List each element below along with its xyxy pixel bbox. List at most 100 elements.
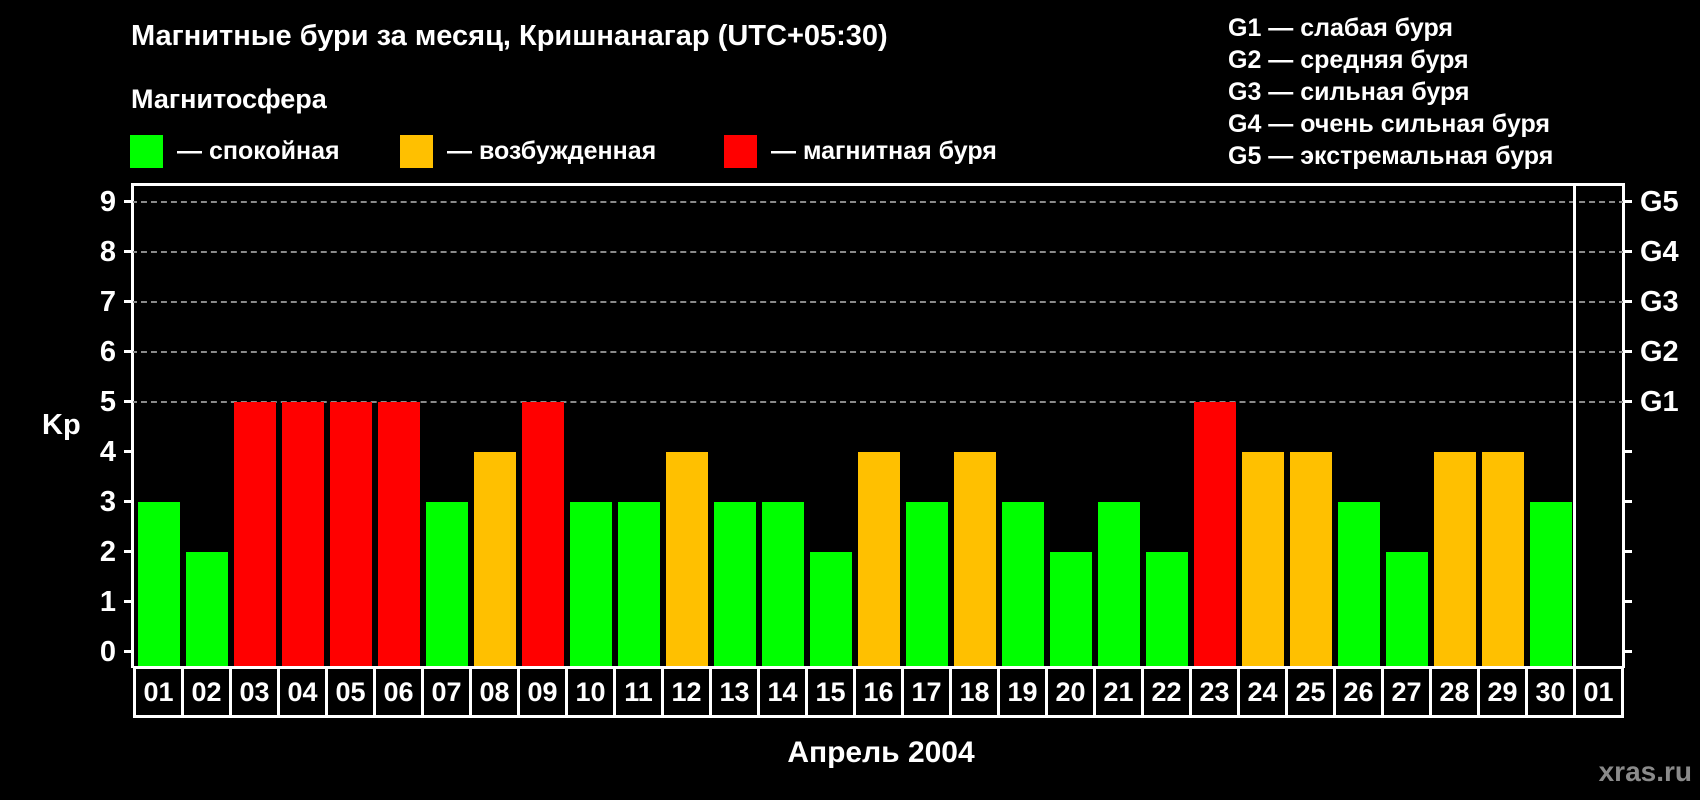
bar-day-03 (234, 401, 276, 668)
y-tick (124, 300, 133, 303)
y-tick-label: 0 (99, 635, 116, 668)
date-label: 18 (952, 669, 1000, 715)
y-tick (124, 550, 133, 553)
x-axis-date-labels: 01 02 03 04 05 06 07 08 09 10 11 12 13 14 15 16 17 18 19 20… (133, 666, 1624, 718)
date-label: 11 (616, 669, 664, 715)
y-tick-label: 3 (99, 485, 116, 518)
y-tick-label: 1 (99, 585, 116, 618)
y-tick-label: 9 (99, 185, 116, 218)
bar-day-23 (1194, 401, 1236, 668)
y-tick-right (1623, 400, 1632, 403)
bar-day-06 (378, 401, 420, 668)
date-label: 06 (376, 669, 424, 715)
legend-label: — магнитная буря (771, 136, 997, 165)
y-tick-label: 8 (99, 235, 116, 268)
date-label: 09 (520, 669, 568, 715)
bar-day-16 (858, 451, 900, 668)
y-tick (124, 600, 133, 603)
y-tick (124, 400, 133, 403)
legend-swatch-green (130, 134, 163, 168)
bar-day-24 (1242, 451, 1284, 668)
next-month-divider (1573, 183, 1576, 668)
bar-day-02 (186, 551, 228, 668)
date-label: 26 (1336, 669, 1384, 715)
date-label: 01 (1576, 669, 1624, 715)
g-level-label: G5 (1640, 185, 1679, 218)
bar-day-11 (618, 501, 660, 668)
date-label: 12 (664, 669, 712, 715)
g-legend-line: G3 — сильная буря (1228, 78, 1470, 106)
date-label: 01 (136, 669, 184, 715)
g-legend-line: G1 — слабая буря (1228, 14, 1454, 42)
y-tick-right (1623, 250, 1632, 253)
bar-day-17 (906, 501, 948, 668)
bar-day-05 (330, 401, 372, 668)
y-tick-right (1623, 300, 1632, 303)
legend-item-storm: — магнитная буря (724, 134, 997, 168)
bar-day-08 (474, 451, 516, 668)
gridline (131, 200, 1625, 203)
date-label: 02 (184, 669, 232, 715)
gridline (131, 350, 1625, 353)
bar-day-21 (1098, 501, 1140, 668)
bar-day-27 (1386, 551, 1428, 668)
date-label: 25 (1288, 669, 1336, 715)
date-label: 07 (424, 669, 472, 715)
legend-swatch-orange (400, 134, 433, 168)
chart-title: Магнитные бури за месяц, Кришнанагар (UT… (131, 20, 888, 52)
legend-item-active: — возбужденная (400, 134, 656, 168)
bar-day-13 (714, 501, 756, 668)
y-tick-right (1623, 550, 1632, 553)
bar-day-18 (954, 451, 996, 668)
y-tick-right (1623, 500, 1632, 503)
date-label: 17 (904, 669, 952, 715)
y-tick-label: 4 (99, 435, 116, 468)
bar-day-01 (138, 501, 180, 668)
g-level-label: G4 (1640, 235, 1679, 268)
date-label: 19 (1000, 669, 1048, 715)
bar-day-28 (1434, 451, 1476, 668)
date-label: 04 (280, 669, 328, 715)
plot-area (131, 183, 1625, 668)
y-tick (124, 250, 133, 253)
g-level-label: G1 (1640, 385, 1679, 418)
y-tick (124, 200, 133, 203)
bar-day-22 (1146, 551, 1188, 668)
y-tick-right (1623, 350, 1632, 353)
y-tick (124, 350, 133, 353)
y-tick-label: 7 (99, 285, 116, 318)
g-level-label: G2 (1640, 335, 1679, 368)
gridline (131, 250, 1625, 253)
bar-day-09 (522, 401, 564, 668)
y-tick-right (1623, 600, 1632, 603)
date-label: 16 (856, 669, 904, 715)
g-scale-legend: G1 — слабая буря G2 — средняя буря G3 — … (1228, 12, 1553, 172)
y-tick (124, 650, 133, 653)
legend-title: Магнитосфера (131, 84, 327, 114)
date-label: 30 (1528, 669, 1576, 715)
g-legend-line: G4 — очень сильная буря (1228, 110, 1550, 138)
date-label: 24 (1240, 669, 1288, 715)
y-tick-right (1623, 650, 1632, 653)
legend-swatch-red (724, 134, 757, 168)
bar-day-26 (1338, 501, 1380, 668)
bar-day-29 (1482, 451, 1524, 668)
y-tick (124, 450, 133, 453)
date-label: 08 (472, 669, 520, 715)
bar-day-07 (426, 501, 468, 668)
bar-day-15 (810, 551, 852, 668)
legend-label: — спокойная (177, 136, 340, 165)
date-label: 10 (568, 669, 616, 715)
y-tick-label: 2 (99, 535, 116, 568)
date-label: 03 (232, 669, 280, 715)
bar-day-12 (666, 451, 708, 668)
x-axis-label: Апрель 2004 (787, 736, 975, 769)
bar-day-19 (1002, 501, 1044, 668)
y-tick-label: 6 (99, 335, 116, 368)
date-label: 27 (1384, 669, 1432, 715)
date-label: 29 (1480, 669, 1528, 715)
date-label: 15 (808, 669, 856, 715)
g-level-label: G3 (1640, 285, 1679, 318)
g-legend-line: G5 — экстремальная буря (1228, 142, 1554, 170)
date-label: 05 (328, 669, 376, 715)
